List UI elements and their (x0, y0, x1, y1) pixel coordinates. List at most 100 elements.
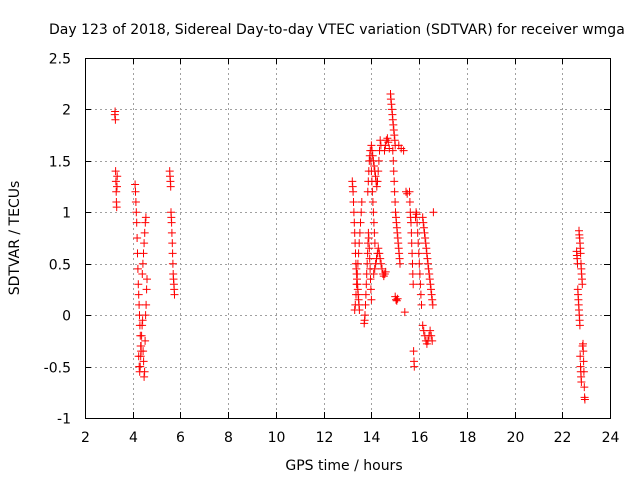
y-tick-label: 0.5 (49, 258, 71, 274)
x-tick-label: 18 (459, 430, 477, 446)
data-point (405, 187, 414, 196)
x-tick-label: 24 (602, 430, 620, 446)
data-point (352, 290, 360, 299)
x-tick-label: 22 (554, 430, 572, 446)
y-tick-label: -1 (57, 412, 71, 428)
data-point (111, 107, 120, 116)
data-point (366, 285, 375, 294)
data-point (408, 259, 417, 268)
data-point (139, 357, 148, 366)
y-tick-label: 0 (62, 309, 71, 325)
data-point (408, 270, 417, 278)
data-point (428, 300, 437, 309)
y-axis-label: SDTVAR / TECUs (7, 181, 23, 296)
plot-frame (85, 58, 611, 419)
data-point (421, 239, 430, 248)
data-point (137, 331, 146, 340)
data-point (368, 151, 377, 160)
data-point (131, 187, 140, 196)
data-point (392, 296, 401, 305)
y-tick-label: 1 (62, 206, 71, 222)
data-point (361, 290, 370, 299)
data-point (367, 141, 376, 150)
data-point (368, 146, 376, 155)
data-point (396, 259, 404, 268)
data-point (424, 264, 433, 273)
data-point (111, 167, 120, 176)
data-point (419, 223, 428, 232)
data-point (353, 259, 362, 268)
data-point (370, 162, 379, 170)
data-point (579, 339, 587, 348)
data-point (364, 239, 372, 248)
data-point (112, 203, 121, 212)
data-point (389, 156, 398, 165)
data-point (134, 280, 143, 289)
data-point (377, 259, 386, 268)
data-point (167, 228, 176, 237)
data-point (383, 134, 392, 143)
x-tick-label: 2 (81, 430, 90, 446)
data-point (349, 187, 358, 196)
data-point (170, 290, 179, 299)
data-point (139, 249, 148, 258)
data-point (372, 182, 381, 191)
data-point (380, 146, 389, 155)
data-point (142, 300, 151, 309)
data-point (361, 300, 370, 309)
data-point (379, 272, 388, 281)
data-point (139, 347, 148, 356)
data-point (385, 144, 394, 153)
data-point (132, 208, 141, 217)
data-point (168, 249, 177, 258)
data-point (382, 136, 391, 145)
y-tick-label: 2.5 (49, 52, 71, 68)
data-point (349, 208, 358, 217)
data-point (374, 244, 383, 253)
data-point (374, 167, 383, 176)
data-point (141, 311, 150, 320)
y-tick-label: 2 (62, 103, 71, 119)
data-point (363, 259, 372, 268)
data-point (579, 357, 588, 366)
data-point (141, 213, 150, 222)
data-point (420, 228, 429, 237)
data-point (366, 275, 375, 284)
data-point (416, 280, 425, 289)
data-point (384, 138, 393, 147)
data-point (414, 249, 423, 258)
x-tick-label: 20 (507, 430, 525, 446)
data-point (419, 218, 428, 227)
data-point (369, 218, 378, 227)
data-point (140, 228, 149, 237)
data-point (425, 270, 434, 278)
data-point (423, 254, 432, 263)
data-point (140, 367, 149, 376)
data-point (413, 228, 422, 237)
data-point (355, 239, 364, 248)
data-point (351, 300, 360, 309)
data-point (408, 249, 417, 258)
data-point (362, 280, 371, 289)
data-point (138, 316, 147, 325)
data-point (167, 218, 176, 227)
data-point (418, 213, 427, 222)
data-point (355, 228, 364, 237)
data-point (112, 187, 121, 196)
data-points (110, 90, 589, 404)
data-point (427, 285, 435, 294)
data-point (352, 280, 361, 289)
x-tick-label: 10 (268, 430, 286, 446)
data-point (422, 249, 431, 258)
data-point (141, 218, 150, 227)
data-point (427, 331, 436, 340)
data-point (576, 352, 585, 361)
data-point (390, 187, 399, 196)
axes: 2 4 6 8 10 12 14 16 18 20 22 24-1-0.500.511.522.5 (44, 52, 620, 447)
data-point (137, 342, 146, 350)
x-tick-label: 12 (316, 430, 334, 446)
data-point (576, 249, 585, 258)
data-point (400, 308, 409, 317)
data-point (133, 234, 142, 242)
data-point (415, 270, 424, 278)
